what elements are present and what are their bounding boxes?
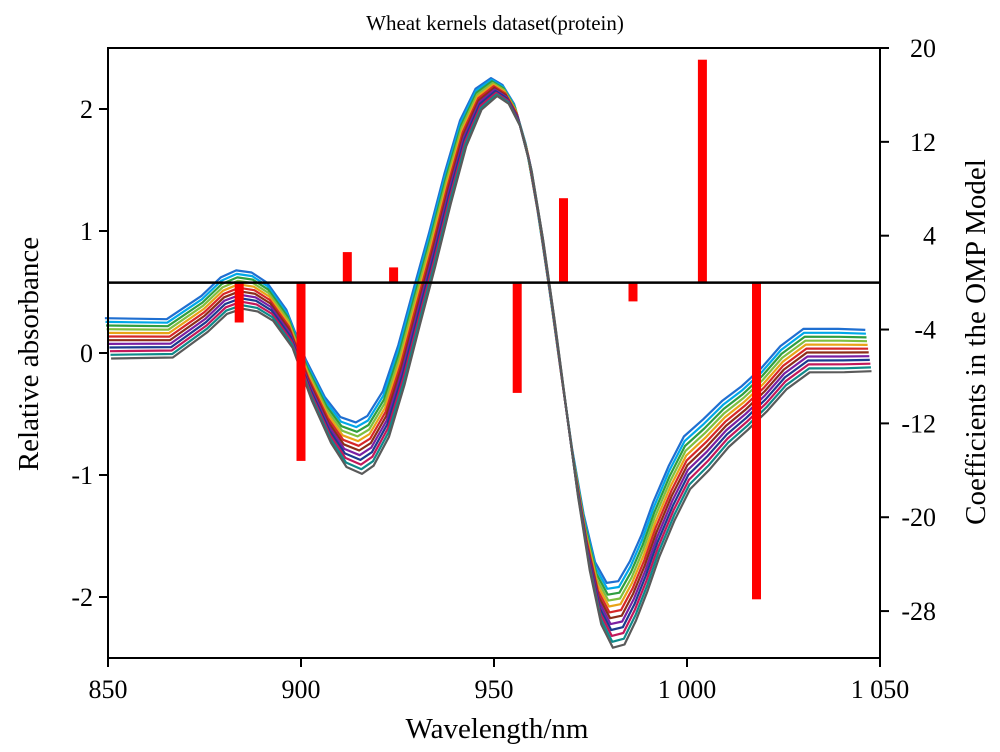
coefficient-bar	[296, 282, 306, 461]
coefficient-bar	[234, 282, 244, 323]
coefficient-bar	[697, 59, 707, 283]
left-y-tick-label: 1	[80, 217, 93, 246]
right-y-tick-label: 4	[923, 222, 936, 251]
x-tick-label: 850	[89, 675, 128, 704]
left-y-axis: 2 1 0 -1 -2	[71, 95, 108, 612]
right-y-axis: 20 12 4 -4 -12 -20 -28	[880, 34, 936, 626]
coefficient-bar	[342, 252, 352, 283]
right-y-tick-label: 20	[910, 34, 936, 63]
spectrum-line	[104, 76, 866, 585]
x-axis-title: Wavelength/nm	[406, 713, 589, 745]
left-y-tick-label: 2	[80, 95, 93, 124]
coefficient-bar	[559, 198, 568, 283]
left-y-tick-label: 0	[80, 339, 93, 368]
left-y-tick-label: -1	[71, 461, 93, 490]
x-axis: 850 900 950 1 000 1 050	[89, 658, 910, 704]
x-tick-label: 900	[282, 675, 321, 704]
x-tick-label: 1 000	[658, 675, 717, 704]
coefficient-bar	[628, 282, 638, 302]
right-y-tick-label: -20	[901, 503, 936, 532]
right-y-axis-title: Coefficients in the OMP Model	[960, 159, 992, 525]
x-tick-label: 1 050	[851, 675, 910, 704]
right-y-tick-label: -4	[914, 316, 936, 345]
right-y-tick-label: 12	[910, 128, 936, 157]
x-tick-label: 950	[475, 675, 514, 704]
spectrum-line	[105, 78, 866, 590]
coefficient-bars	[234, 59, 761, 600]
right-y-tick-label: -28	[901, 597, 936, 626]
plot-frame	[107, 47, 881, 659]
left-y-axis-title: Relative absorbance	[13, 237, 45, 471]
left-y-tick-label: -2	[71, 583, 93, 612]
chart-title: Wheat kernels dataset(protein)	[366, 11, 624, 35]
coefficient-bar	[512, 282, 522, 393]
coefficient-bar	[389, 267, 399, 283]
coefficient-bar	[752, 282, 761, 600]
right-y-tick-label: -12	[901, 409, 936, 438]
